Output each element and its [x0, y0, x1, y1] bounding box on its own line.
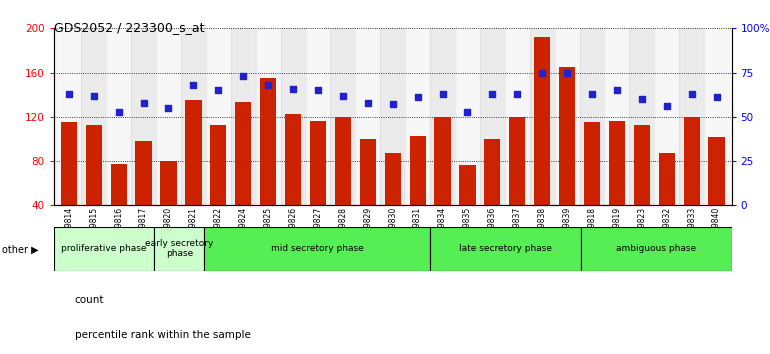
Point [213, 87, 225, 93]
Bar [186, 100, 202, 205]
Bar [306, 28, 330, 205]
Bar [484, 139, 500, 205]
Bar [154, 227, 205, 271]
Point [636, 96, 648, 102]
Bar [85, 125, 102, 205]
Text: proliferative phase: proliferative phase [62, 244, 147, 253]
Bar [405, 28, 430, 205]
Bar [380, 28, 405, 205]
Bar [54, 227, 154, 271]
Point [262, 82, 274, 88]
Bar [256, 28, 280, 205]
Bar [629, 28, 654, 205]
Bar [181, 28, 206, 205]
Point [685, 91, 698, 97]
Text: late secretory phase: late secretory phase [459, 244, 552, 253]
Bar [82, 28, 106, 205]
Point [711, 95, 723, 100]
Point [187, 82, 199, 88]
Bar [480, 28, 505, 205]
Bar [205, 227, 430, 271]
Bar [430, 28, 455, 205]
Bar [530, 28, 554, 205]
Bar [310, 121, 326, 205]
Bar [534, 37, 551, 205]
Bar [360, 139, 376, 205]
Bar [584, 122, 600, 205]
Text: GDS2052 / 223300_s_at: GDS2052 / 223300_s_at [54, 21, 204, 34]
Point [237, 73, 249, 79]
Point [486, 91, 498, 97]
Bar [708, 137, 725, 205]
Bar [430, 227, 581, 271]
Bar [206, 28, 231, 205]
Bar [704, 28, 729, 205]
Point [88, 93, 100, 98]
Bar [111, 164, 127, 205]
Text: ambiguous phase: ambiguous phase [616, 244, 696, 253]
Bar [355, 28, 380, 205]
Bar [136, 141, 152, 205]
Bar [156, 28, 181, 205]
Point [561, 70, 573, 75]
Bar [434, 117, 450, 205]
Point [312, 87, 324, 93]
Point [611, 87, 623, 93]
Point [137, 100, 149, 105]
Text: percentile rank within the sample: percentile rank within the sample [75, 330, 250, 340]
Bar [280, 28, 306, 205]
Bar [335, 117, 351, 205]
Point [411, 95, 424, 100]
Point [461, 109, 474, 114]
Bar [56, 28, 82, 205]
Bar [260, 78, 276, 205]
Bar [609, 121, 625, 205]
Bar [231, 28, 256, 205]
Point [112, 109, 125, 114]
Point [661, 103, 673, 109]
Bar [658, 153, 675, 205]
Bar [330, 28, 355, 205]
Text: early secretory
phase: early secretory phase [146, 239, 213, 258]
Point [336, 93, 349, 98]
Bar [131, 28, 156, 205]
Bar [505, 28, 530, 205]
Bar [604, 28, 629, 205]
Bar [455, 28, 480, 205]
Point [536, 70, 548, 75]
Point [586, 91, 598, 97]
Point [437, 91, 449, 97]
Bar [554, 28, 580, 205]
Bar [210, 125, 226, 205]
Point [287, 86, 300, 91]
Bar [61, 122, 77, 205]
Text: mid secretory phase: mid secretory phase [271, 244, 363, 253]
Bar [581, 227, 732, 271]
Bar [106, 28, 131, 205]
Bar [580, 28, 604, 205]
Bar [684, 117, 700, 205]
Bar [285, 114, 301, 205]
Text: other ▶: other ▶ [2, 245, 38, 255]
Bar [460, 166, 476, 205]
Bar [559, 67, 575, 205]
Point [387, 102, 399, 107]
Bar [509, 117, 525, 205]
Bar [634, 125, 650, 205]
Point [362, 100, 374, 105]
Point [62, 91, 75, 97]
Text: count: count [75, 295, 104, 305]
Bar [235, 102, 251, 205]
Bar [410, 136, 426, 205]
Point [511, 91, 524, 97]
Bar [384, 153, 401, 205]
Bar [160, 161, 176, 205]
Bar [679, 28, 704, 205]
Point [162, 105, 175, 111]
Bar [654, 28, 679, 205]
